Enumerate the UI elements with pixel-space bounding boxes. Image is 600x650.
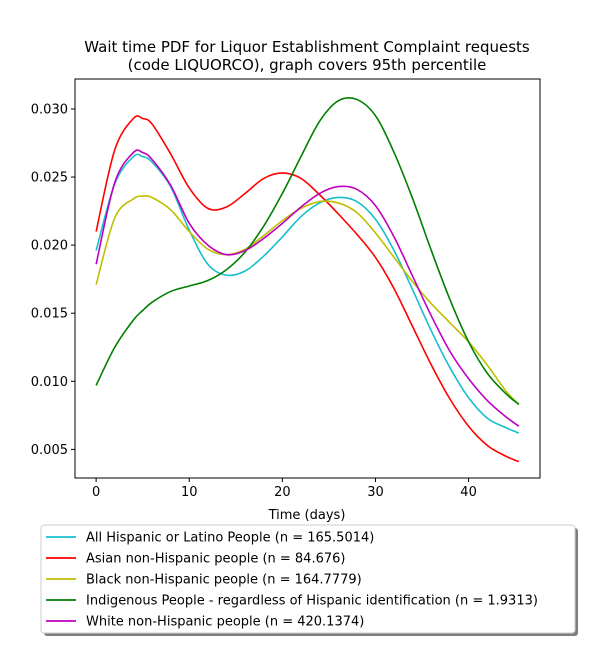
x-tick-label: 20 [274,485,291,500]
y-tick-label: 0.015 [31,307,68,322]
series-line-2 [95,195,520,406]
legend: All Hispanic or Latino People (n = 165.5… [40,524,578,636]
x-tick-label: 10 [181,485,198,500]
y-tick-label: 0.010 [31,375,68,390]
legend-box [40,524,576,634]
y-tick-label: 0.030 [31,102,68,117]
x-axis-label: Time (days) [268,508,346,523]
chart-title-line-2: (code LIQUORCO), graph covers 95th perce… [128,56,487,74]
legend-label-1: Asian non-Hispanic people (n = 84.676) [86,552,345,567]
y-axis: 0.005 0.010 0.015 0.020 0.025 0.030 [31,102,75,458]
series-line-4 [95,149,520,427]
y-tick-label: 0.020 [31,239,68,254]
series-line-0 [95,153,520,434]
chart-title-line-1: Wait time PDF for Liquor Establishment C… [84,38,530,56]
x-tick-label: 30 [367,485,384,500]
legend-label-0: All Hispanic or Latino People (n = 165.5… [86,531,374,546]
x-tick-label: 0 [92,485,100,500]
y-tick-label: 0.005 [31,443,68,458]
series-layer [95,97,520,463]
legend-label-2: Black non-Hispanic people (n = 164.7779) [86,573,362,588]
legend-label-3: Indigenous People - regardless of Hispan… [86,594,538,609]
plot-frame [74,78,541,479]
legend-label-4: White non-Hispanic people (n = 420.1374) [86,615,364,630]
y-tick-label: 0.025 [31,171,68,186]
x-tick-label: 40 [460,485,477,500]
series-line-3 [95,97,520,406]
x-axis: 0 10 20 30 40 [92,478,477,500]
series-line-1 [95,115,520,463]
